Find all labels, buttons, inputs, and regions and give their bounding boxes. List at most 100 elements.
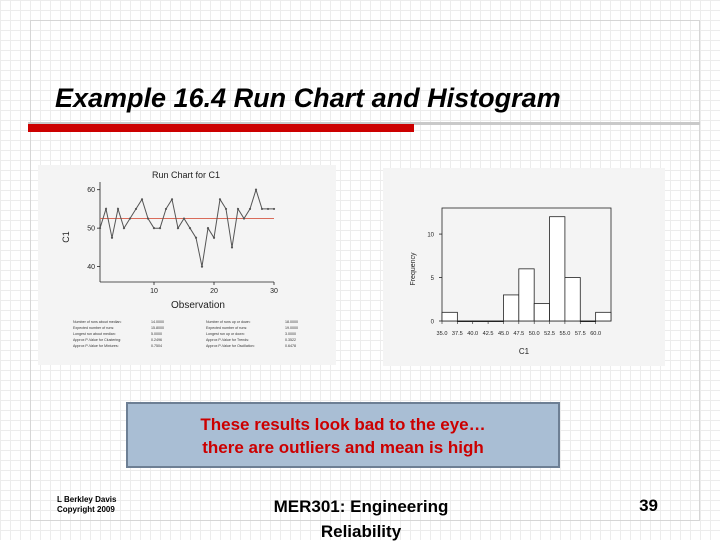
histogram-x-tick-label: 55.0 bbox=[559, 331, 570, 337]
run-chart-point bbox=[164, 207, 168, 211]
footer-credits: L Berkley Davis Copyright 2009 bbox=[57, 495, 116, 515]
histogram-bar bbox=[564, 277, 581, 322]
run-chart-x-tick-label: 30 bbox=[270, 288, 278, 295]
histogram-x-tick-label: 45.0 bbox=[498, 331, 509, 337]
run-chart-point bbox=[224, 207, 228, 211]
frame-line-left bbox=[30, 20, 31, 520]
run-chart-y-tick-label: 50 bbox=[87, 226, 95, 233]
frame-line-top bbox=[30, 20, 700, 21]
run-chart-point bbox=[104, 207, 108, 211]
run-chart: Run Chart for C1 C1 Observation 40 50 60 10… bbox=[61, 170, 298, 348]
run-stat-right-label: Approx P-Value for Trends: bbox=[206, 338, 249, 342]
slide-title: Example 16.4 Run Chart and Histogram bbox=[55, 83, 561, 113]
run-stat-left-value: 0.7504 bbox=[151, 344, 162, 348]
run-chart-point bbox=[200, 265, 204, 268]
run-stat-right-label: Longest run up or down: bbox=[206, 332, 245, 336]
histogram-x-tick-label: 52.5 bbox=[544, 331, 555, 337]
callout-line-2: there are outliers and mean is high bbox=[202, 438, 484, 457]
histogram-x-tick-label: 37.5 bbox=[452, 331, 463, 337]
run-chart-point bbox=[236, 207, 240, 211]
histogram-bar bbox=[472, 320, 489, 323]
run-chart-point bbox=[188, 227, 192, 230]
histogram-y-tick-label: 0 bbox=[431, 320, 435, 326]
run-chart-point bbox=[242, 217, 246, 220]
run-chart-x-axis-label: Observation bbox=[171, 300, 225, 311]
run-chart-y-axis-label: C1 bbox=[61, 231, 71, 243]
footer-copyright: Copyright 2009 bbox=[57, 505, 115, 514]
observation-callout: These results look bad to the eye… there… bbox=[126, 402, 560, 468]
histogram-y-tick-label: 10 bbox=[427, 233, 434, 239]
run-chart-y-tick-label: 60 bbox=[87, 187, 95, 194]
run-chart-axes: 40 50 60 10 20 30 bbox=[87, 182, 278, 295]
histogram-x-tick-label: 40.0 bbox=[467, 331, 478, 337]
run-chart-stats-table: Number of runs about median: 14.0000 Expec… bbox=[73, 320, 298, 348]
histogram-y-tick-label: 5 bbox=[431, 276, 435, 282]
run-chart-series bbox=[98, 188, 276, 268]
histogram-bar bbox=[595, 311, 612, 322]
run-stat-left-label: Expected number of runs: bbox=[73, 326, 114, 330]
run-chart-point bbox=[122, 227, 126, 230]
run-chart-point bbox=[128, 217, 132, 220]
footer-course-line-2: Reliability bbox=[320, 522, 402, 541]
histogram-x-tick-label: 57.5 bbox=[575, 331, 586, 337]
histogram-bar bbox=[456, 320, 474, 323]
histogram-x-tick-label: 47.5 bbox=[513, 331, 524, 337]
frame-line-bottom bbox=[30, 520, 700, 521]
run-chart-point bbox=[266, 207, 270, 211]
histogram-x-tick-label: 50.0 bbox=[529, 331, 540, 337]
footer-course-line-1: MER301: Engineering bbox=[273, 497, 449, 516]
run-chart-point bbox=[182, 217, 186, 220]
histogram-x-tick-label: 60.0 bbox=[590, 331, 601, 337]
run-chart-x-tick-label: 20 bbox=[210, 288, 218, 295]
run-chart-y-tick-label: 40 bbox=[87, 264, 95, 271]
run-stat-left-value: 5.0000 bbox=[151, 332, 162, 336]
run-chart-point bbox=[260, 207, 264, 211]
histogram-bar bbox=[579, 320, 597, 323]
histogram-x-axis-label: C1 bbox=[519, 347, 530, 356]
run-stat-left-label: Number of runs about median: bbox=[73, 320, 122, 324]
run-chart-series-line bbox=[99, 188, 274, 267]
run-stat-right-value: 0.3522 bbox=[285, 338, 296, 342]
run-stat-left-value: 15.8000 bbox=[151, 326, 164, 330]
histogram-bars bbox=[441, 216, 612, 323]
histogram-bar bbox=[533, 303, 550, 322]
run-chart-point bbox=[206, 227, 210, 230]
histogram-chart: Frequency C1 0 5 10 35.0 37.5 40.0 42.5 45.0 47.… bbox=[410, 207, 612, 356]
run-stat-left-value: 0.2496 bbox=[151, 338, 162, 342]
run-chart-point bbox=[116, 207, 120, 211]
run-chart-point bbox=[146, 217, 150, 220]
run-stat-right-value: 3.0000 bbox=[285, 332, 296, 336]
title-underline bbox=[28, 122, 700, 125]
run-stat-left-label: Longest run about median: bbox=[73, 332, 116, 336]
run-chart-point bbox=[248, 207, 252, 211]
run-chart-point bbox=[230, 246, 234, 249]
run-stat-left-value: 14.0000 bbox=[151, 320, 164, 324]
frame-line-right bbox=[699, 20, 700, 520]
run-stat-right-value: 18.0000 bbox=[285, 320, 298, 324]
footer-course: MER301: Engineering Reliability bbox=[250, 494, 472, 544]
page-number: 39 bbox=[639, 496, 658, 515]
run-chart-point bbox=[140, 198, 144, 201]
run-chart-point bbox=[110, 236, 114, 239]
run-stat-left-label: Approx P-Value for Mixtures: bbox=[73, 344, 119, 348]
run-chart-point bbox=[212, 236, 216, 239]
run-chart-point bbox=[152, 227, 156, 230]
run-stat-right-label: Expected number of runs: bbox=[206, 326, 247, 330]
run-chart-point bbox=[218, 198, 222, 201]
histogram-bar bbox=[518, 268, 535, 322]
histogram-bar bbox=[487, 320, 504, 323]
run-chart-point bbox=[98, 227, 102, 230]
run-chart-title: Run Chart for C1 bbox=[152, 170, 220, 180]
run-chart-x-tick-label: 10 bbox=[150, 288, 158, 295]
histogram-x-tick-label: 42.5 bbox=[483, 331, 494, 337]
callout-line-1: These results look bad to the eye… bbox=[200, 415, 486, 434]
run-chart-panel: Run Chart for C1 C1 Observation 40 50 60 10… bbox=[38, 165, 336, 365]
run-stat-right-value: 19.0000 bbox=[285, 326, 298, 330]
histogram-bar bbox=[549, 216, 566, 322]
run-chart-point bbox=[254, 188, 258, 191]
callout-text: These results look bad to the eye… there… bbox=[128, 413, 558, 459]
run-stat-right-label: Number of runs up or down: bbox=[206, 320, 251, 324]
run-stat-right-value: 0.6478 bbox=[285, 344, 296, 348]
histogram-y-axis-label: Frequency bbox=[410, 252, 417, 286]
footer-author: L Berkley Davis bbox=[57, 495, 117, 504]
